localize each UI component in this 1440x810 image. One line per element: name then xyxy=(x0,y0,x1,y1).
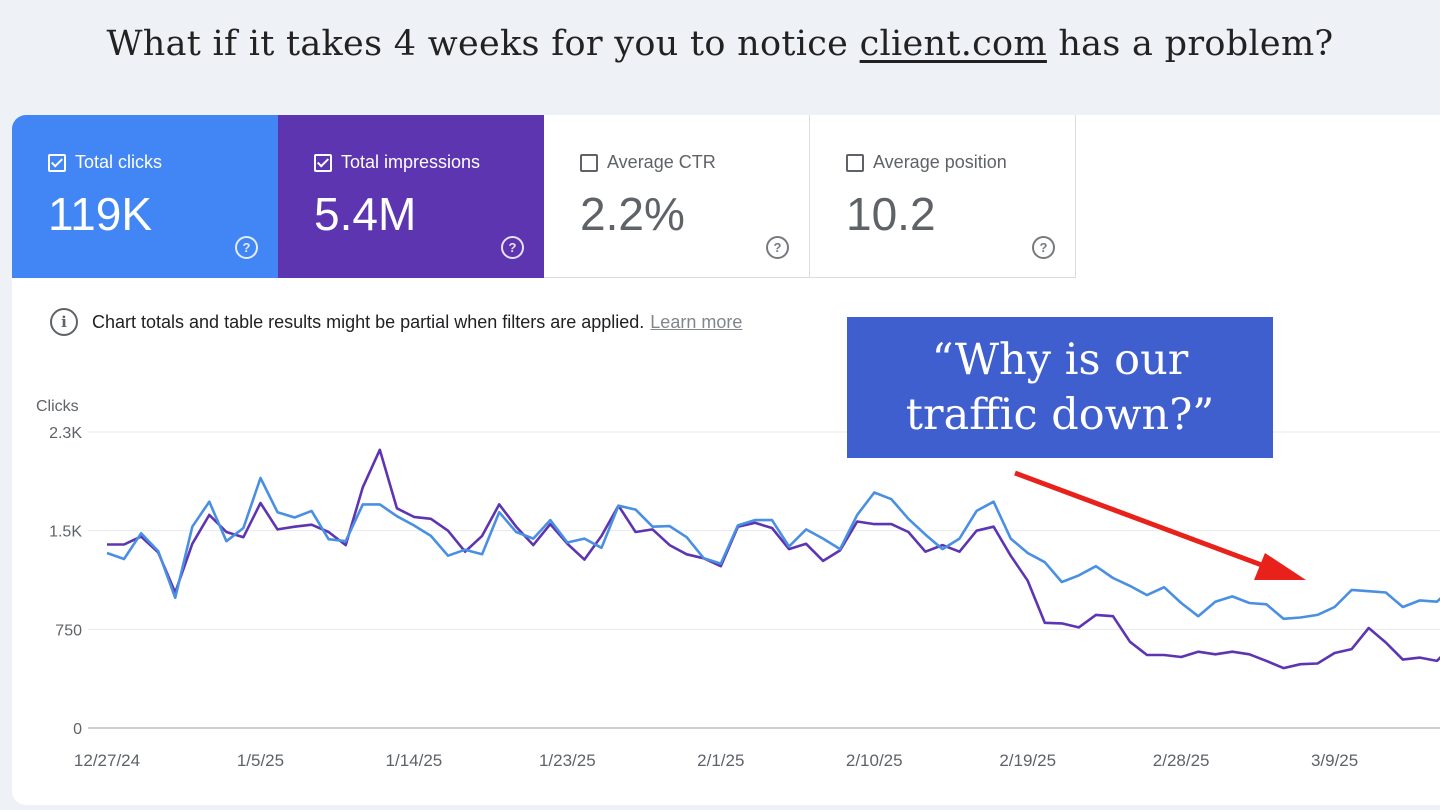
help-circle-icon[interactable]: ? xyxy=(235,236,258,259)
y-tick-label: 0 xyxy=(73,721,82,738)
checkbox-checked-icon[interactable] xyxy=(314,153,332,172)
x-tick-label: 2/1/25 xyxy=(697,751,744,770)
notice-text: Chart totals and table results might be … xyxy=(92,311,645,332)
metric-tile-total-clicks[interactable]: Total clicks 119K ? xyxy=(12,115,278,278)
search-console-card: Total clicks 119K ? Total impressions 5.… xyxy=(12,115,1440,805)
learn-more-link[interactable]: Learn more xyxy=(650,311,743,332)
info-icon: i xyxy=(50,308,78,336)
partial-data-notice: i Chart totals and table results might b… xyxy=(50,308,742,336)
help-circle-icon[interactable]: ? xyxy=(501,236,524,259)
metric-value: 119K xyxy=(48,188,153,240)
metric-label: Average CTR xyxy=(607,152,716,172)
headline-link[interactable]: client.com xyxy=(859,24,1047,64)
metric-label-row: Total clicks xyxy=(48,152,162,173)
metric-label: Average position xyxy=(873,152,1007,172)
callout-line-1: “Why is our xyxy=(931,334,1189,385)
metric-tile-total-impressions[interactable]: Total impressions 5.4M ? xyxy=(278,115,544,278)
metric-label-row: Total impressions xyxy=(314,152,480,173)
x-tick-label: 12/27/24 xyxy=(74,751,140,770)
metric-label-row: Average CTR xyxy=(580,152,716,173)
x-tick-label: 3/9/25 xyxy=(1311,751,1358,770)
help-circle-icon[interactable]: ? xyxy=(1032,236,1055,259)
y-tick-label: 1.5K xyxy=(49,524,82,541)
headline-suffix: has a problem? xyxy=(1046,24,1334,64)
series-line-purple xyxy=(107,448,1440,670)
checkbox-checked-icon[interactable] xyxy=(48,153,66,172)
x-tick-label: 2/28/25 xyxy=(1153,751,1210,770)
y-tick-label: 2.3K xyxy=(49,425,82,442)
metric-label: Total impressions xyxy=(341,152,481,172)
metric-label-row: Average position xyxy=(846,152,1007,173)
callout-box: “Why is our traffic down?” xyxy=(847,317,1273,458)
series-line-blue xyxy=(106,476,1440,621)
x-tick-label: 1/5/25 xyxy=(237,751,284,770)
help-circle-icon[interactable]: ? xyxy=(766,236,789,259)
metric-value: 10.2 xyxy=(846,188,936,240)
slide-headline: What if it takes 4 weeks for you to noti… xyxy=(0,24,1440,64)
callout-arrow-head xyxy=(1254,553,1306,580)
metric-value: 5.4M xyxy=(314,188,417,240)
headline-prefix: What if it takes 4 weeks for you to noti… xyxy=(106,24,860,64)
y-axis-title: Clicks xyxy=(36,398,79,415)
metric-tile-average-position[interactable]: Average position 10.2 ? xyxy=(810,115,1076,278)
y-tick-label: 750 xyxy=(55,622,82,639)
x-tick-label: 2/10/25 xyxy=(846,751,903,770)
x-tick-label: 1/14/25 xyxy=(386,751,443,770)
callout-line-2: traffic down?” xyxy=(905,389,1215,440)
x-tick-label: 2/19/25 xyxy=(999,751,1056,770)
checkbox-empty-icon[interactable] xyxy=(580,153,598,172)
metric-value: 2.2% xyxy=(580,188,685,240)
checkbox-empty-icon[interactable] xyxy=(846,153,864,172)
x-tick-label: 1/23/25 xyxy=(539,751,596,770)
metric-tile-average-ctr[interactable]: Average CTR 2.2% ? xyxy=(544,115,810,278)
callout-arrow-shaft xyxy=(1014,470,1276,573)
metric-label: Total clicks xyxy=(75,152,163,172)
